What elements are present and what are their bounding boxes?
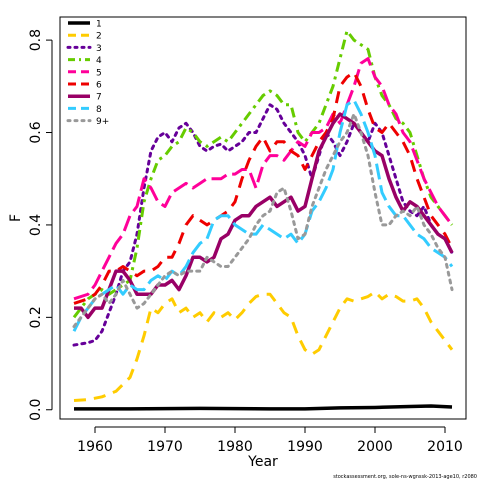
- legend-label-4: 4: [96, 56, 102, 66]
- axes-layer: 1960 1970 1980 1990 2000 2010 0.0 0.2 0.4 0.6 0.8: [28, 16, 467, 455]
- y-tick-label: 0.4: [28, 214, 44, 236]
- x-tick-label: 1990: [287, 439, 323, 455]
- plot-frame: [59, 16, 467, 420]
- x-tick-label: 1960: [77, 439, 113, 455]
- series-line-9plus: [72, 112, 454, 329]
- legend-label-7: 7: [96, 93, 102, 103]
- x-axis-label: Year: [247, 454, 278, 470]
- series-line-5: [73, 57, 454, 301]
- series-line-6: [73, 70, 454, 305]
- y-axis-label: F: [8, 214, 24, 222]
- x-tick-label: 1980: [217, 439, 253, 455]
- series-line-4: [72, 29, 454, 319]
- legend-label-6: 6: [96, 81, 102, 91]
- y-tick-label: 0.8: [28, 29, 44, 51]
- series-line-8: [72, 98, 454, 332]
- legend-label-8: 8: [96, 105, 102, 115]
- series-layer: [72, 29, 454, 411]
- series-line-1: [74, 404, 453, 411]
- x-tick-label: 2000: [357, 439, 393, 455]
- footnote: stockassessment.org, sole-ns-wgnssk-2013…: [333, 474, 477, 480]
- legend-label-1: 1: [96, 20, 102, 30]
- x-tick-label: 2010: [427, 439, 463, 455]
- x-tick-label: 1970: [147, 439, 183, 455]
- y-tick-label: 0.2: [28, 306, 44, 328]
- series-line-7: [74, 112, 454, 320]
- series-line-3: [72, 103, 454, 347]
- legend: 1 2 3 4 5 6 7 8 9+: [66, 20, 109, 127]
- legend-label-3: 3: [96, 44, 102, 54]
- y-tick-label: 0.6: [28, 121, 44, 143]
- series-line-2: [73, 290, 454, 403]
- legend-label-9plus: 9+: [96, 117, 109, 127]
- legend-label-2: 2: [96, 32, 102, 42]
- legend-label-5: 5: [96, 68, 102, 78]
- y-tick-label: 0.0: [28, 399, 44, 421]
